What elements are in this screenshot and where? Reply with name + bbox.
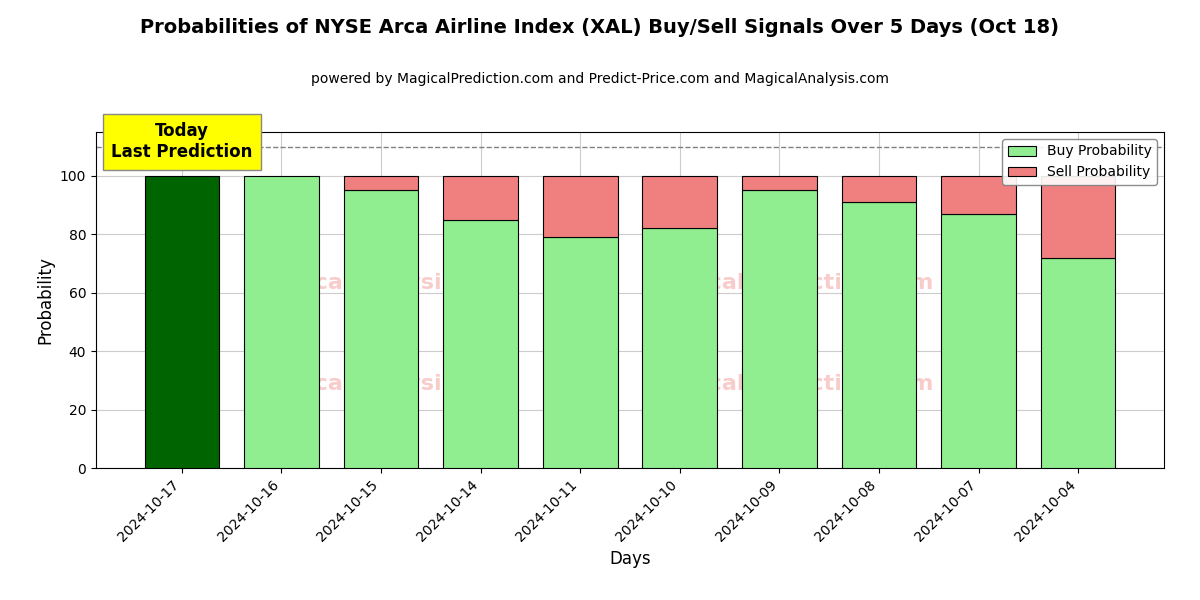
Bar xyxy=(841,176,917,202)
Y-axis label: Probability: Probability xyxy=(36,256,54,344)
Bar xyxy=(244,176,319,468)
Text: Probabilities of NYSE Arca Airline Index (XAL) Buy/Sell Signals Over 5 Days (Oct: Probabilities of NYSE Arca Airline Index… xyxy=(140,18,1060,37)
Bar xyxy=(742,176,817,190)
Bar xyxy=(1040,257,1116,468)
Bar xyxy=(941,214,1016,468)
X-axis label: Days: Days xyxy=(610,550,650,568)
Bar xyxy=(542,237,618,468)
Text: Today
Last Prediction: Today Last Prediction xyxy=(112,122,252,161)
Bar xyxy=(443,220,518,468)
Text: MagicalAnalysis.com: MagicalAnalysis.com xyxy=(253,273,515,293)
Bar xyxy=(144,176,220,468)
Legend: Buy Probability, Sell Probability: Buy Probability, Sell Probability xyxy=(1002,139,1157,185)
Bar xyxy=(742,190,817,468)
Bar xyxy=(343,190,419,468)
Text: MagicalPrediction.com: MagicalPrediction.com xyxy=(648,273,932,293)
Text: MagicalPrediction.com: MagicalPrediction.com xyxy=(648,374,932,394)
Bar xyxy=(941,176,1016,214)
Bar xyxy=(542,176,618,237)
Bar xyxy=(443,176,518,220)
Bar xyxy=(1040,176,1116,257)
Bar xyxy=(642,176,718,229)
Text: powered by MagicalPrediction.com and Predict-Price.com and MagicalAnalysis.com: powered by MagicalPrediction.com and Pre… xyxy=(311,72,889,86)
Bar xyxy=(343,176,419,190)
Bar xyxy=(841,202,917,468)
Bar xyxy=(642,229,718,468)
Text: MagicalAnalysis.com: MagicalAnalysis.com xyxy=(253,374,515,394)
